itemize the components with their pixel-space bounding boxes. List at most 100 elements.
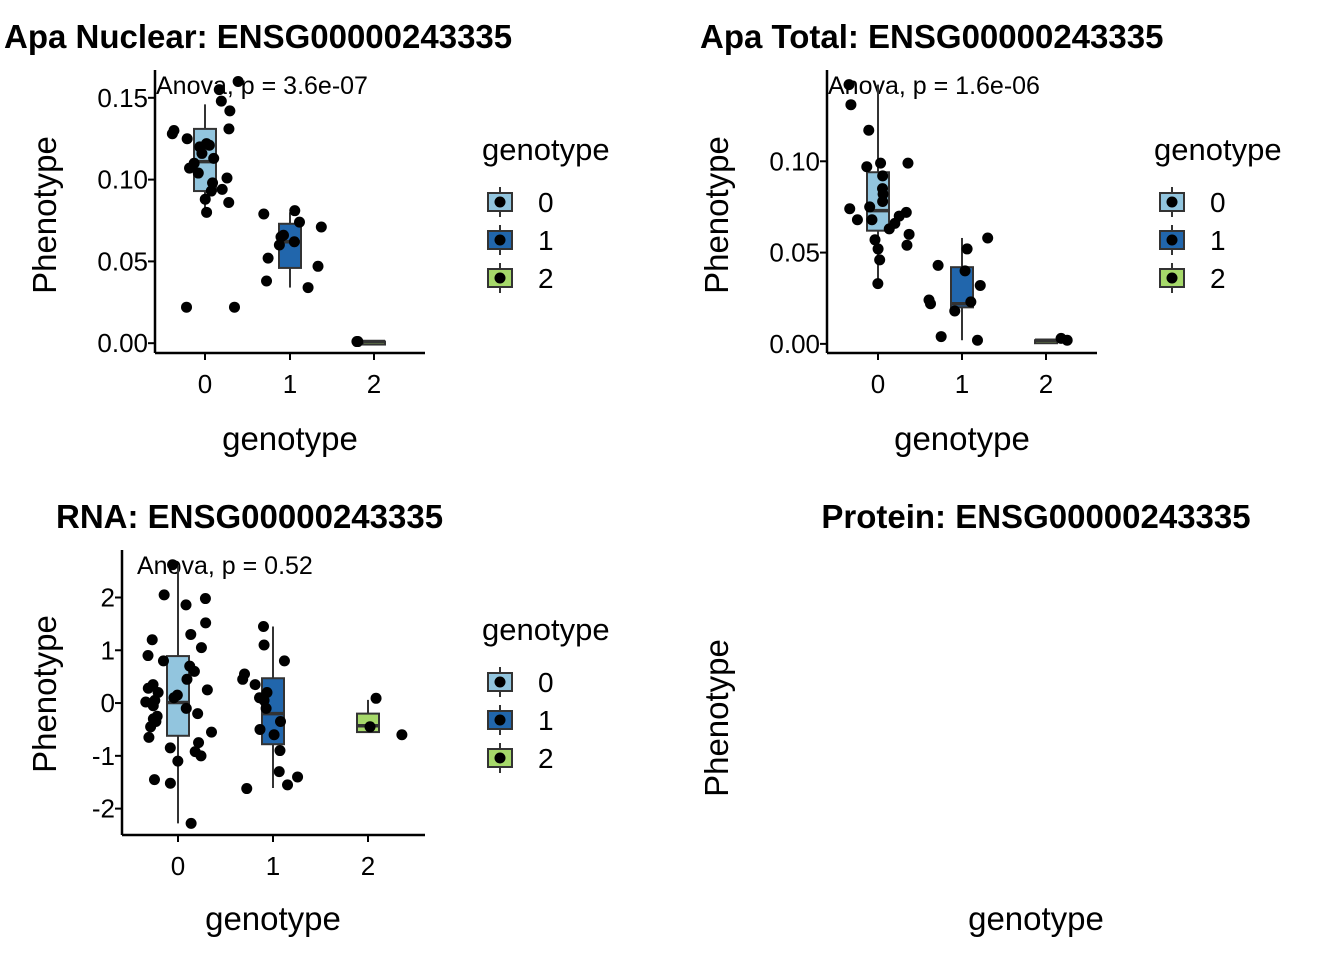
chart-title: RNA: ENSG00000243335 [56,498,443,535]
y-tick-label: 2 [101,583,115,613]
data-point [258,208,270,220]
x-axis-title: genotype [968,900,1104,937]
y-tick-label: 0.00 [769,329,820,359]
data-point [315,221,327,233]
data-point [254,723,266,735]
data-point [200,617,212,629]
data-point [172,755,184,767]
data-point [312,260,324,272]
chart-title: Protein: ENSG00000243335 [821,498,1250,535]
legend-key-point [494,676,506,688]
legend-label: 0 [1210,187,1226,218]
data-point [965,296,977,308]
y-tick-label: 0.10 [97,165,148,195]
plot-area: 0.00 0.05 0.10 0.15 0 1 2 [97,70,425,399]
anova-annotation: Anova, p = 1.6e-06 [828,72,1040,100]
data-point [352,336,364,348]
data-point [282,779,294,791]
legend: genotype 0 1 2 [482,612,610,774]
legend-label: 1 [538,225,554,256]
data-point [932,259,944,271]
anova-annotation: Anova, p = 3.6e-07 [156,72,368,100]
legend-key-point [1166,196,1178,208]
panel-protein: Protein: ENSG00000243335 genotype Phenot… [698,498,1251,937]
legend-title: genotype [482,612,610,647]
data-point [185,628,197,640]
legend-label: 0 [538,667,554,698]
data-point [883,223,895,235]
data-point [292,771,304,783]
data-point [288,236,300,248]
data-point [874,254,886,266]
y-tick-label: -1 [92,741,115,771]
legend-key-point [1166,234,1178,246]
data-point [268,729,280,741]
legend-key-point [494,752,506,764]
data-point [201,684,213,696]
data-point [863,124,875,136]
data-point [961,243,973,255]
data-point [869,234,881,246]
data-point [206,726,218,738]
plot-area: 0.00 0.05 0.10 0 1 2 [769,70,1097,399]
legend-label: 2 [1210,263,1226,294]
data-point [974,279,986,291]
x-tick-label: 2 [361,851,375,881]
legend-key-point [494,714,506,726]
data-point [293,216,305,228]
legend-label: 1 [1210,225,1226,256]
data-point [181,133,193,145]
data-point [208,152,220,164]
data-point [213,84,225,96]
data-point [241,783,253,795]
data-point [195,750,207,762]
data-point [902,157,914,169]
data-point [971,334,983,346]
data-point [274,716,286,728]
data-point [199,593,211,605]
data-point [277,229,289,241]
data-point [157,655,169,667]
panel-rna: RNA: ENSG00000243335 genotype Phenotype … [26,498,610,937]
data-point [232,75,244,87]
y-axis-title: Phenotype [26,615,63,773]
legend-title: genotype [1154,132,1282,167]
x-axis-title: genotype [222,420,358,457]
data-point [872,243,884,255]
legend-key-point [1166,272,1178,284]
y-tick-label: 0.00 [97,328,148,358]
data-point [147,700,159,712]
x-tick-label: 1 [283,369,297,399]
y-axis-title: Phenotype [26,136,63,294]
chart-title: Apa Total: ENSG00000243335 [700,18,1163,55]
data-point [193,737,205,749]
data-point [168,692,180,704]
data-point [223,123,235,135]
panel-apa-nuclear: Apa Nuclear: ENSG00000243335 genotype Ph… [4,18,610,457]
data-point [158,589,170,601]
data-point [194,141,206,153]
legend-key-point [494,196,506,208]
legend-label: 1 [538,705,554,736]
x-tick-label: 2 [1039,369,1053,399]
data-point [844,203,856,215]
data-point [257,621,269,633]
data-point [901,239,913,251]
data-point [228,301,240,313]
data-point [843,79,855,91]
data-point [935,331,947,343]
y-tick-label: 0.05 [97,246,148,276]
y-tick-label: 0.05 [769,238,820,268]
data-point [224,105,236,117]
data-point [195,642,207,654]
data-point [185,817,197,829]
y-tick-label: 0.15 [97,83,148,113]
data-point [262,252,274,264]
data-point [260,702,272,714]
data-point [223,197,235,209]
plot-area: -2 -1 0 1 2 0 1 2 [92,550,425,881]
legend: genotype 0 1 2 [1154,132,1282,294]
y-tick-label: -2 [92,794,115,824]
data-point [273,239,285,251]
x-tick-label: 1 [266,851,280,881]
